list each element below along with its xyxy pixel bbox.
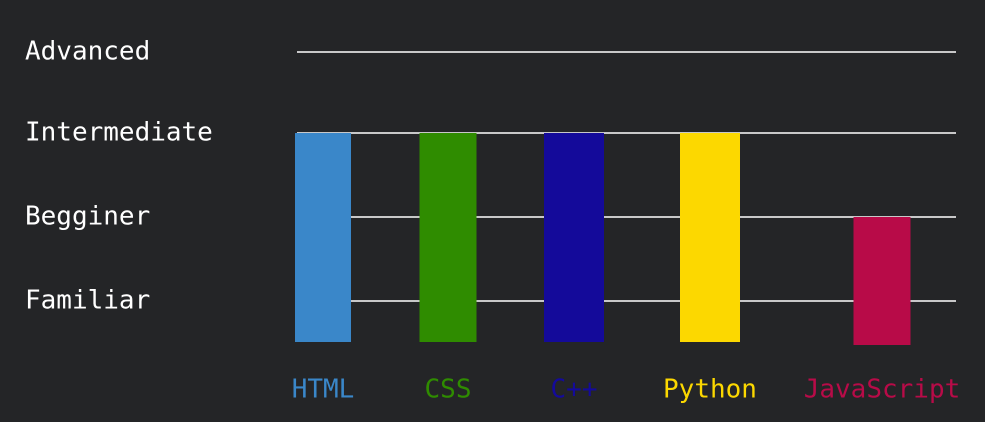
gridlines (297, 51, 956, 302)
bar-html (295, 133, 351, 342)
bar-python (680, 133, 740, 342)
x-axis-category-labels: HTML CSS C++ Python JavaScript (292, 375, 961, 405)
bars (295, 133, 911, 345)
level-label-familiar: Familiar (25, 286, 150, 316)
level-label-begginer: Begginer (25, 202, 150, 232)
category-label-python: Python (663, 375, 757, 405)
level-label-intermediate: Intermediate (25, 118, 213, 148)
bar-css (419, 133, 477, 342)
category-label-css: CSS (425, 375, 472, 405)
bar-javascript (853, 217, 911, 345)
y-axis-level-labels: Familiar Begginer Intermediate Advanced (25, 37, 213, 316)
bar-c (544, 133, 604, 342)
category-label-c: C++ (551, 375, 598, 405)
level-label-advanced: Advanced (25, 37, 150, 67)
category-label-html: HTML (292, 375, 355, 405)
category-label-javascript: JavaScript (804, 375, 961, 405)
